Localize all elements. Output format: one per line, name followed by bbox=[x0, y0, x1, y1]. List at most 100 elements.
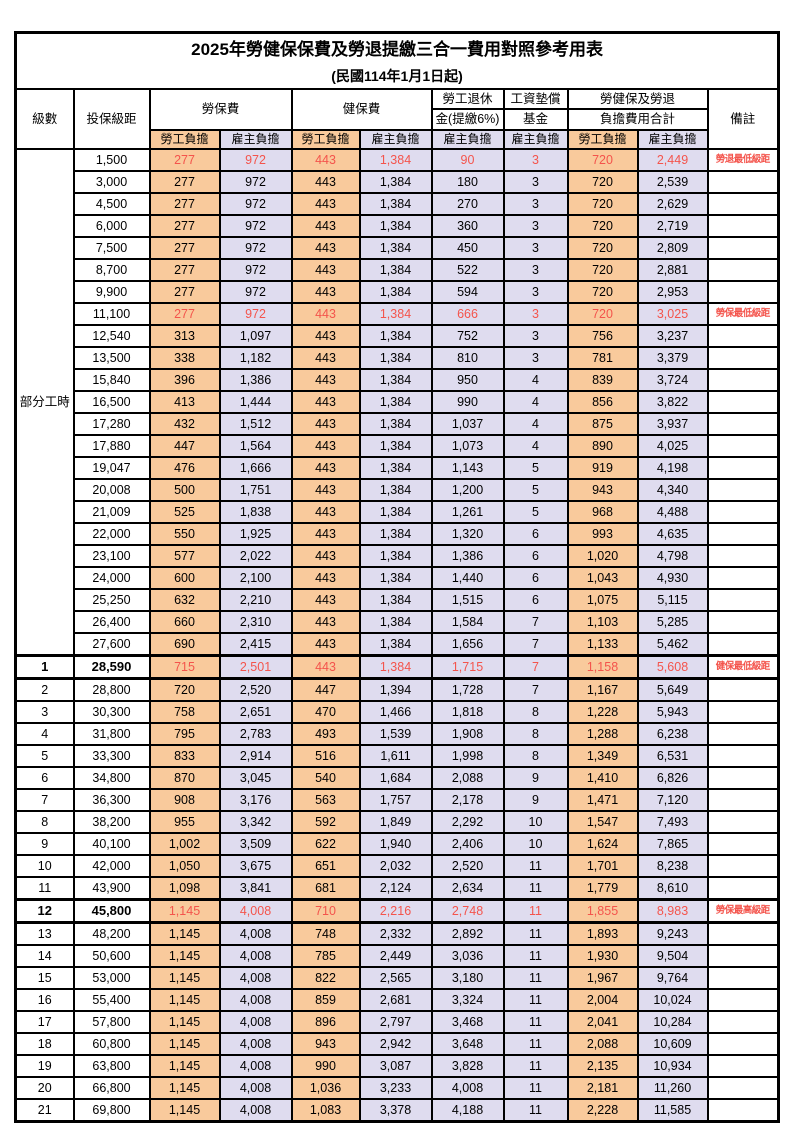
labor-employer-cell: 1,444 bbox=[218, 389, 293, 414]
bracket-cell: 25,250 bbox=[72, 587, 151, 612]
wage-fund-employer-cell: 8 bbox=[502, 721, 569, 746]
total-employer-cell: 10,934 bbox=[636, 1053, 709, 1078]
bracket-cell: 42,000 bbox=[72, 853, 151, 878]
labor-employee-cell: 550 bbox=[148, 521, 221, 546]
labor-employee-cell: 1,098 bbox=[148, 875, 221, 900]
wage-fund-employer-cell: 5 bbox=[502, 455, 569, 480]
remark-cell bbox=[706, 543, 780, 568]
table-row: 3 30,300 758 2,651 470 1,466 1,818 8 1,228 5,943 bbox=[14, 699, 780, 724]
col-header-level: 級數 bbox=[14, 87, 75, 150]
wage-fund-employer-cell: 3 bbox=[502, 213, 569, 238]
labor-employer-cell: 972 bbox=[218, 279, 293, 304]
bracket-cell: 12,540 bbox=[72, 323, 151, 348]
health-employer-cell: 1,384 bbox=[358, 147, 433, 172]
bracket-cell: 8,700 bbox=[72, 257, 151, 282]
pension-employer-cell: 1,515 bbox=[430, 587, 505, 612]
health-employee-cell: 651 bbox=[290, 853, 361, 878]
labor-employee-cell: 500 bbox=[148, 477, 221, 502]
level-cell: 17 bbox=[14, 1009, 75, 1034]
bracket-cell: 27,600 bbox=[72, 631, 151, 656]
labor-employee-cell: 600 bbox=[148, 565, 221, 590]
subheader-pension-employer: 雇主負擔 bbox=[430, 128, 505, 150]
bracket-cell: 19,047 bbox=[72, 455, 151, 480]
table-row: 4 31,800 795 2,783 493 1,539 1,908 8 1,288 6,238 bbox=[14, 721, 780, 746]
remark-cell bbox=[706, 257, 780, 282]
health-employee-cell: 540 bbox=[290, 765, 361, 790]
total-employee-cell: 720 bbox=[566, 235, 639, 260]
labor-employee-cell: 277 bbox=[148, 191, 221, 216]
health-employer-cell: 1,384 bbox=[358, 323, 433, 348]
health-employee-cell: 443 bbox=[290, 389, 361, 414]
labor-employer-cell: 4,008 bbox=[218, 965, 293, 990]
bracket-cell: 6,000 bbox=[72, 213, 151, 238]
total-employer-cell: 4,930 bbox=[636, 565, 709, 590]
remark-cell bbox=[706, 875, 780, 900]
bracket-cell: 3,000 bbox=[72, 169, 151, 194]
wage-fund-employer-cell: 6 bbox=[502, 543, 569, 568]
health-employer-cell: 1,849 bbox=[358, 809, 433, 834]
total-employee-cell: 720 bbox=[566, 213, 639, 238]
health-employee-cell: 443 bbox=[290, 235, 361, 260]
health-employee-cell: 748 bbox=[290, 921, 361, 946]
table-row: 6 34,800 870 3,045 540 1,684 2,088 9 1,410 6,826 bbox=[14, 765, 780, 790]
bracket-cell: 69,800 bbox=[72, 1097, 151, 1122]
col-header-total-line2: 負擔費用合計 bbox=[566, 107, 709, 131]
total-employer-cell: 2,881 bbox=[636, 257, 709, 282]
pension-employer-cell: 270 bbox=[430, 191, 505, 216]
table-row: 18 60,800 1,145 4,008 943 2,942 3,648 11 2,088 10… bbox=[14, 1031, 780, 1056]
wage-fund-employer-cell: 11 bbox=[502, 1031, 569, 1056]
table-row: 14 50,600 1,145 4,008 785 2,449 3,036 11 1,930 9,… bbox=[14, 943, 780, 968]
total-employer-cell: 6,238 bbox=[636, 721, 709, 746]
wage-fund-employer-cell: 3 bbox=[502, 169, 569, 194]
health-employee-cell: 592 bbox=[290, 809, 361, 834]
total-employee-cell: 2,228 bbox=[566, 1097, 639, 1122]
level-cell: 20 bbox=[14, 1075, 75, 1100]
table-row: 19 63,800 1,145 4,008 990 3,087 3,828 11 2,135 10… bbox=[14, 1053, 780, 1078]
total-employer-cell: 4,798 bbox=[636, 543, 709, 568]
pension-employer-cell: 3,036 bbox=[430, 943, 505, 968]
col-header-labor-fee: 勞保費 bbox=[148, 87, 293, 131]
table-row: 11 43,900 1,098 3,841 681 2,124 2,634 11 1,779 8,… bbox=[14, 875, 780, 900]
table-row: 15,840 396 1,386 443 1,384 950 4 839 3,724 bbox=[16, 367, 780, 392]
level-cell: 19 bbox=[14, 1053, 75, 1078]
remark-cell bbox=[706, 499, 780, 524]
pension-employer-cell: 450 bbox=[430, 235, 505, 260]
total-employer-cell: 8,610 bbox=[636, 875, 709, 900]
labor-employee-cell: 632 bbox=[148, 587, 221, 612]
level-cell: 部分工時 bbox=[14, 147, 75, 656]
pension-employer-cell: 810 bbox=[430, 345, 505, 370]
labor-employer-cell: 4,008 bbox=[218, 987, 293, 1012]
remark-cell bbox=[706, 609, 780, 634]
col-header-pension-line2: 金(提繳6%) bbox=[430, 107, 505, 131]
wage-fund-employer-cell: 3 bbox=[502, 279, 569, 304]
level-cell: 9 bbox=[14, 831, 75, 856]
total-employee-cell: 1,075 bbox=[566, 587, 639, 612]
title-row: 2025年勞健保保費及勞退提繳三合一費用對照參考用表 (民國114年1月1日起) bbox=[14, 31, 780, 90]
bracket-cell: 20,008 bbox=[72, 477, 151, 502]
level-cell: 1 bbox=[14, 653, 75, 680]
wage-fund-employer-cell: 3 bbox=[502, 323, 569, 348]
wage-fund-employer-cell: 6 bbox=[502, 565, 569, 590]
total-employee-cell: 2,135 bbox=[566, 1053, 639, 1078]
total-employer-cell: 2,719 bbox=[636, 213, 709, 238]
labor-employee-cell: 1,145 bbox=[148, 1075, 221, 1100]
wage-fund-employer-cell: 7 bbox=[502, 677, 569, 702]
col-header-total-line1: 勞健保及勞退 bbox=[566, 87, 709, 110]
table-row: 12,540 313 1,097 443 1,384 752 3 756 3,237 bbox=[16, 323, 780, 348]
labor-employee-cell: 720 bbox=[148, 677, 221, 702]
remark-cell bbox=[706, 191, 780, 216]
labor-employer-cell: 972 bbox=[218, 235, 293, 260]
remark-cell bbox=[706, 389, 780, 414]
health-employer-cell: 1,684 bbox=[358, 765, 433, 790]
health-employer-cell: 1,384 bbox=[358, 235, 433, 260]
remark-cell bbox=[706, 831, 780, 856]
labor-employer-cell: 3,509 bbox=[218, 831, 293, 856]
health-employee-cell: 443 bbox=[290, 499, 361, 524]
subheader-health-employer: 雇主負擔 bbox=[358, 128, 433, 150]
health-employee-cell: 443 bbox=[290, 455, 361, 480]
labor-employer-cell: 1,838 bbox=[218, 499, 293, 524]
total-employer-cell: 6,826 bbox=[636, 765, 709, 790]
col-header-wage-fund-line2: 基金 bbox=[502, 107, 569, 131]
wage-fund-employer-cell: 9 bbox=[502, 787, 569, 812]
total-employee-cell: 1,228 bbox=[566, 699, 639, 724]
